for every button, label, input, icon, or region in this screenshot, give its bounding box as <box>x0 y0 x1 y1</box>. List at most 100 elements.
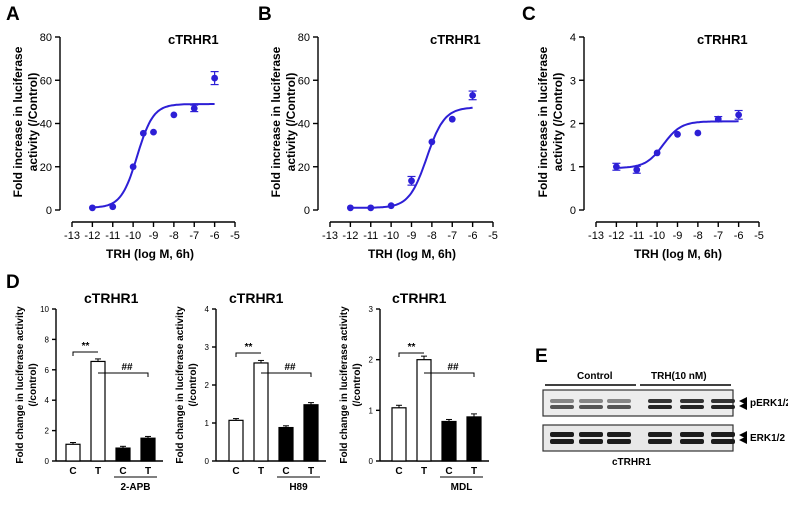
chart-d3-y-tick-label: 3 <box>369 305 374 314</box>
perk-band-lower <box>711 405 735 409</box>
chart-c-data-point <box>612 163 620 171</box>
band-label-perk: pERK1/2 <box>750 398 788 409</box>
chart-c-x-tick-label: -7 <box>713 230 723 242</box>
panel-label-d: D <box>6 272 20 293</box>
chart-b-data-point <box>387 202 395 210</box>
chart-a-data-point <box>139 129 147 137</box>
erk-band-upper <box>711 432 735 437</box>
chart-c-x-tick-label: -10 <box>649 230 665 242</box>
chart-d3-group-label: MDL <box>451 482 473 493</box>
chart-c-data-point <box>653 149 661 157</box>
chart-c-x-tick-label: -8 <box>693 230 703 242</box>
chart-d1-bar <box>115 447 131 462</box>
chart-a-y-tick-label: 80 <box>40 32 52 44</box>
chart-d2-bar <box>228 419 244 462</box>
chart-d3-sig-bracket-2 <box>424 372 475 377</box>
chart-b-x-tick-label: -11 <box>363 230 378 242</box>
chart-b-y-label-line: activity (/Control) <box>284 73 298 172</box>
chart-a-data-point <box>129 163 137 171</box>
erk-band-upper <box>648 432 672 437</box>
chart-a-x-tick-label: -7 <box>189 230 199 242</box>
chart-d3-bar <box>466 416 482 462</box>
chart-d2-sig-label-2: ## <box>284 362 296 373</box>
chart-a: 0 20 40 60 80 -13 -12 -11 -10 -9 -8 -7 -6 -5 cTRHR1 TRH… <box>11 32 240 261</box>
chart-b-x-tick-label: -10 <box>383 230 399 242</box>
chart-d2-y-tick-label: 0 <box>205 457 210 466</box>
chart-c: 0 1 2 3 4 -13 -12 -11 -10 -9 -8 -7 -6 -5 cTRHR1 TRH (lo… <box>536 32 764 261</box>
chart-b: 0 20 40 60 80 -13 -12 -11 -10 -9 -8 -7 -6 -5 cTRHR1 TRH… <box>269 32 498 261</box>
chart-d3-sig-label-1: ** <box>408 342 416 353</box>
chart-a-y-tick-label: 20 <box>40 162 52 174</box>
blot-strip-erk <box>542 424 734 452</box>
chart-a-y-label: Fold increase in luciferaseactivity (/Co… <box>11 46 40 197</box>
chart-d3-y-label-line: Fold change in luciferase activity <box>339 306 350 464</box>
chart-b-x-tick-label: -12 <box>342 230 358 242</box>
chart-d2-bar <box>253 362 269 462</box>
chart-c-x-tick-label: -5 <box>754 230 764 242</box>
erk-band-upper <box>550 432 574 437</box>
chart-d1-bar <box>140 437 156 462</box>
erk-band-lower <box>680 439 704 444</box>
erk-band-lower <box>550 439 574 444</box>
chart-b-x-label: TRH (log M, 6h) <box>368 247 456 261</box>
chart-d3-y-label: Fold change in luciferase activity (/cont… <box>339 306 363 464</box>
chart-b-x-tick-label: -7 <box>447 230 457 242</box>
blot-group-control: Control <box>577 371 613 382</box>
chart-b-y-tick-label: 80 <box>298 32 310 44</box>
chart-d3-y-label-line: (/control) <box>352 363 363 406</box>
perk-band-upper <box>680 399 704 403</box>
chart-a-data-point <box>170 111 178 119</box>
chart-a-x-tick-label: -10 <box>125 230 141 242</box>
erk-band-lower <box>607 439 631 444</box>
chart-d1-category-label: T <box>145 466 151 477</box>
chart-a-x-label: TRH (log M, 6h) <box>106 247 194 261</box>
chart-d1-y-tick-label: 6 <box>45 366 50 375</box>
chart-d2-sig-bracket-1 <box>235 352 261 357</box>
chart-a-data-point <box>88 204 96 212</box>
chart-d2-y-tick-label: 1 <box>205 419 210 428</box>
chart-b-title: cTRHR1 <box>430 32 481 47</box>
blot-bands <box>550 399 735 444</box>
chart-b-x-tick-label: -8 <box>427 230 437 242</box>
chart-a-data-point <box>150 128 157 136</box>
chart-c-y-label-line: activity (/Control) <box>551 73 565 172</box>
chart-c-data-point <box>735 111 743 119</box>
chart-c-y-tick-label: 4 <box>570 32 576 44</box>
chart-a-y-label-line: activity (/Control) <box>26 73 40 172</box>
chart-d3-bar <box>416 359 432 462</box>
chart-d3-bar <box>391 407 407 462</box>
erk-band-lower <box>579 439 603 444</box>
perk-band-upper <box>607 399 631 403</box>
chart-d2-category-label: T <box>308 466 314 477</box>
chart-c-x-label: TRH (log M, 6h) <box>634 247 722 261</box>
chart-d2-category-label: C <box>282 466 289 477</box>
blot-group-trh: TRH(10 nM) <box>651 371 707 382</box>
chart-b-x-tick-label: -9 <box>407 230 417 242</box>
panel-label-b: B <box>258 4 272 25</box>
chart-d1-bar <box>90 360 106 462</box>
chart-c-x-tick-label: -9 <box>673 230 683 242</box>
chart-b-y-tick-label: 0 <box>304 205 310 217</box>
erk-band-upper <box>579 432 603 437</box>
chart-c-y-tick-label: 2 <box>570 119 576 131</box>
band-label-erk: ERK1/2 <box>750 433 785 444</box>
chart-c-y-label-line: Fold increase in luciferase <box>536 46 550 197</box>
perk-band-lower <box>680 405 704 409</box>
chart-a-title: cTRHR1 <box>168 32 219 47</box>
chart-c-data-point <box>633 166 641 174</box>
chart-d3-category-label: T <box>471 466 477 477</box>
chart-d2-category-label: C <box>232 466 239 477</box>
chart-d2-title: cTRHR1 <box>229 290 284 306</box>
chart-a-x-tick-label: -12 <box>84 230 100 242</box>
chart-d2-bar <box>278 426 294 462</box>
chart-d3-sig-label-2: ## <box>447 362 459 373</box>
chart-a-data-point <box>109 203 117 211</box>
chart-c-data-point <box>714 115 722 123</box>
chart-d2-group-label: H89 <box>289 482 308 493</box>
chart-d1-y-tick-label: 0 <box>45 457 50 466</box>
western-blot: Control TRH(10 nM) pERK1/2 ERK1/2 cTRHR1 <box>542 371 788 468</box>
chart-a-x-tick-label: -11 <box>105 230 120 242</box>
chart-d2-y-tick-label: 2 <box>205 381 210 390</box>
